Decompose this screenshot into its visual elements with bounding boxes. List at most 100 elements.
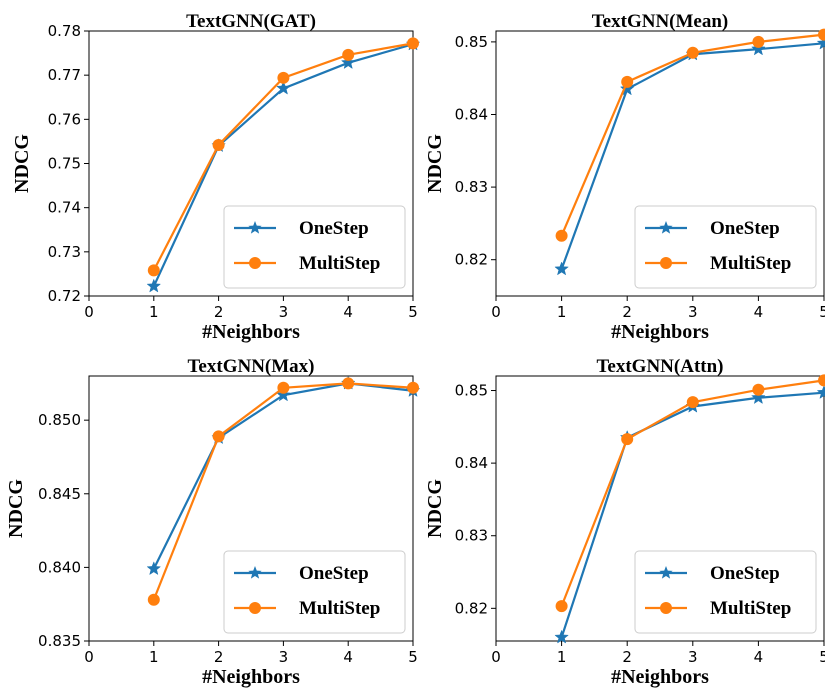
legend: OneStep MultiStep: [223, 550, 406, 634]
chart-panel-3: TextGNN(Max) 0 1 2 3 4 5 0.835 0.840 0.845 0.850 #N…: [5, 356, 421, 688]
data-point-multistep: [212, 138, 225, 151]
data-point-multistep: [686, 396, 699, 409]
data-point-onestep: [276, 80, 291, 95]
data-point-multistep: [277, 381, 290, 394]
data-point-multistep: [147, 264, 160, 277]
legend-marker-onestep: [659, 221, 673, 234]
x-tick-label: 3: [688, 648, 698, 666]
legend-marker-multistep: [660, 602, 672, 614]
y-tick-label: 0.78: [48, 22, 81, 40]
data-point-onestep: [146, 278, 162, 293]
y-tick-label: 0.840: [38, 558, 81, 576]
x-tick-label: 4: [343, 303, 353, 321]
x-tick-label: 3: [279, 648, 289, 666]
legend-box: [634, 550, 817, 634]
legend-label-onestep: OneStep: [710, 218, 780, 239]
x-tick-label: 4: [754, 648, 764, 666]
x-tick-label: 0: [491, 648, 501, 666]
legend-label-multistep: MultiStep: [710, 253, 791, 274]
x-tick-label: 2: [214, 303, 224, 321]
data-point-multistep: [818, 28, 825, 41]
y-tick-label: 0.85: [455, 33, 488, 51]
legend-label-multistep: MultiStep: [299, 598, 380, 619]
plot-frame: [495, 375, 825, 642]
data-point-onestep: [146, 561, 162, 576]
data-point-multistep: [147, 593, 160, 606]
data-point-multistep: [212, 430, 225, 443]
y-tick-label: 0.84: [455, 454, 488, 472]
data-point-multistep: [555, 600, 568, 613]
x-axis-label: #Neighbors: [611, 666, 709, 688]
data-point-multistep: [621, 75, 634, 88]
legend-label-multistep: MultiStep: [299, 253, 380, 274]
chart-title: TextGNN(GAT): [186, 11, 316, 32]
legend-box: [223, 550, 406, 634]
data-point-multistep: [407, 37, 419, 50]
legend-label-onestep: OneStep: [299, 218, 369, 239]
data-point-multistep: [277, 71, 290, 84]
x-tick-label: 1: [149, 648, 159, 666]
legend-marker-onestep: [248, 566, 262, 579]
y-axis-label: NDCG: [11, 134, 33, 193]
data-point-onestep: [619, 81, 635, 96]
x-tick-label: 2: [622, 648, 632, 666]
chart-title: TextGNN(Attn): [596, 356, 723, 377]
data-point-multistep: [752, 383, 765, 396]
legend-marker-onestep: [248, 221, 262, 234]
data-point-multistep: [342, 377, 355, 390]
y-axis-label: NDCG: [5, 479, 27, 538]
chart-title: TextGNN(Max): [188, 356, 315, 377]
legend-marker-onestep: [659, 566, 673, 579]
data-point-multistep: [752, 35, 765, 48]
data-point-multistep: [555, 229, 568, 242]
data-point-multistep: [407, 381, 419, 394]
y-tick-label: 0.73: [48, 243, 81, 261]
chart-title: TextGNN(Mean): [592, 11, 729, 32]
x-tick-label: 3: [688, 303, 698, 321]
y-axis-label: NDCG: [424, 479, 446, 538]
y-tick-label: 0.83: [455, 527, 488, 545]
y-tick-label: 0.835: [38, 632, 81, 650]
chart-panel-1: TextGNN(GAT) 0 1 2 3 4 5 0.72 0.73 0.74 0.75 0.76 0.…: [11, 11, 421, 343]
legend-label-multistep: MultiStep: [710, 598, 791, 619]
y-tick-label: 0.845: [38, 485, 81, 503]
x-tick-label: 0: [84, 303, 94, 321]
x-tick-label: 1: [557, 648, 567, 666]
x-tick-label: 0: [491, 303, 501, 321]
x-tick-label: 5: [819, 648, 825, 666]
x-tick-label: 1: [149, 303, 159, 321]
y-tick-label: 0.74: [48, 199, 81, 217]
x-tick-label: 5: [408, 648, 418, 666]
y-tick-label: 0.77: [48, 66, 81, 84]
chart-panel-4: TextGNN(Attn) 0 1 2 3 4 5 0.82 0.83 0.84 0.85 #Neig…: [424, 356, 825, 688]
chart-panel-2: TextGNN(Mean) 0 1 2 3 4 5 0.82 0.83 0.84 0.85 #Neig…: [424, 11, 825, 343]
legend-box: [634, 205, 817, 289]
data-point-onestep: [751, 390, 766, 405]
plot-frame: [88, 375, 414, 642]
data-point-onestep: [340, 55, 356, 70]
x-tick-label: 5: [408, 303, 418, 321]
x-tick-label: 2: [622, 303, 632, 321]
x-axis-label: #Neighbors: [202, 666, 300, 688]
y-tick-label: 0.850: [38, 411, 81, 429]
data-point-multistep: [621, 433, 634, 446]
data-point-multistep: [818, 374, 825, 387]
x-tick-label: 1: [557, 303, 567, 321]
series-line-onestep: [152, 382, 414, 570]
y-tick-label: 0.83: [455, 178, 488, 196]
legend-marker-multistep: [249, 602, 261, 614]
data-point-onestep: [554, 629, 569, 644]
legend: OneStep MultiStep: [634, 205, 817, 289]
y-tick-label: 0.72: [48, 287, 81, 305]
data-point-multistep: [686, 46, 699, 59]
x-tick-label: 0: [84, 648, 94, 666]
legend-box: [223, 205, 406, 289]
y-tick-label: 0.82: [455, 251, 488, 269]
x-axis-label: #Neighbors: [611, 321, 709, 343]
y-tick-label: 0.82: [455, 599, 488, 617]
plot-frame: [495, 30, 825, 297]
legend: OneStep MultiStep: [223, 205, 406, 289]
y-tick-label: 0.75: [48, 155, 81, 173]
x-axis-label: #Neighbors: [202, 321, 300, 343]
